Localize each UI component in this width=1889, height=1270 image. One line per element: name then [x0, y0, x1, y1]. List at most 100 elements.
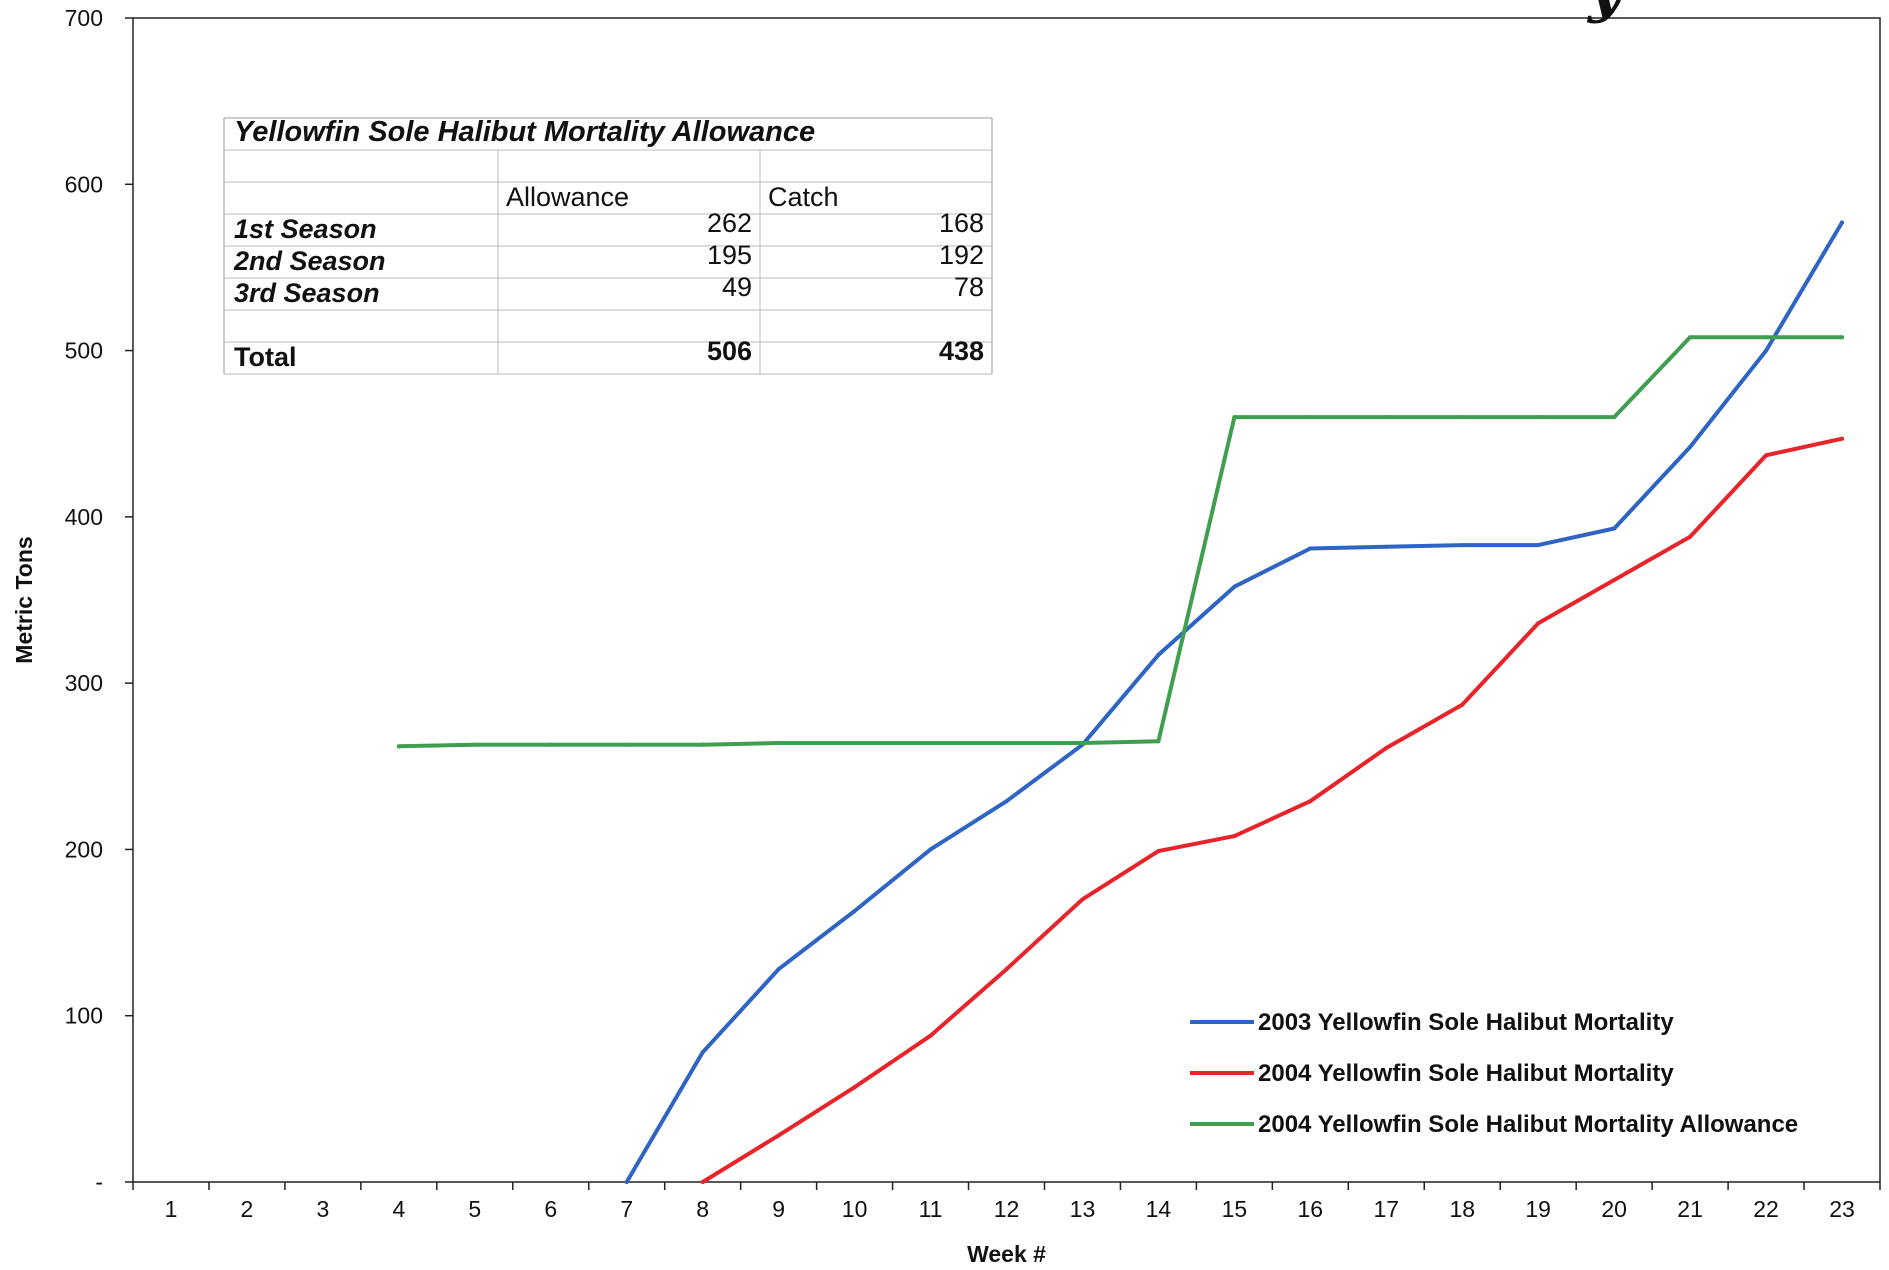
data-point-s2 — [1080, 897, 1085, 902]
x-tick-label: 21 — [1677, 1196, 1703, 1222]
x-tick-label: 2 — [241, 1196, 254, 1222]
series-line-2 — [700, 436, 1844, 1184]
data-point-s3 — [700, 742, 705, 747]
x-tick-label: 12 — [994, 1196, 1020, 1222]
data-point-s2 — [1460, 702, 1465, 707]
series-line-3 — [396, 335, 1844, 749]
data-point-s2 — [928, 1033, 933, 1038]
x-tick-label: 15 — [1222, 1196, 1248, 1222]
y-tick-label: 300 — [65, 670, 103, 696]
data-point-s2 — [776, 1133, 781, 1138]
table-cell-allowance: 49 — [722, 272, 752, 302]
data-point-s2 — [1384, 745, 1389, 750]
x-tick-label: 13 — [1070, 1196, 1096, 1222]
x-tick-label: 19 — [1525, 1196, 1551, 1222]
x-tick-label: 10 — [842, 1196, 868, 1222]
table-cell-catch: 78 — [954, 272, 984, 302]
data-point-s3 — [1384, 415, 1389, 420]
data-point-s2 — [852, 1085, 857, 1090]
data-point-s1 — [1384, 544, 1389, 549]
x-tick-label: 17 — [1373, 1196, 1399, 1222]
data-point-s1 — [776, 967, 781, 972]
x-tick-label: 9 — [772, 1196, 785, 1222]
y-tick-label: - — [95, 1169, 103, 1195]
data-point-s3 — [1080, 741, 1085, 746]
table-row-label: 3rd Season — [234, 278, 380, 308]
data-point-s1 — [852, 908, 857, 913]
y-tick-label: 700 — [65, 5, 103, 31]
data-point-s3 — [1232, 415, 1237, 420]
x-tick-label: 3 — [316, 1196, 329, 1222]
data-point-s1 — [1460, 543, 1465, 548]
data-point-s3 — [396, 744, 401, 749]
table-row-label: Total — [234, 342, 297, 372]
data-point-s2 — [1156, 849, 1161, 854]
legend-label-3: 2004 Yellowfin Sole Halibut Mortality Al… — [1258, 1111, 1798, 1138]
data-point-s2 — [1308, 799, 1313, 804]
y-tick-label: 500 — [65, 338, 103, 364]
x-tick-label: 20 — [1601, 1196, 1627, 1222]
legend-label-1: 2003 Yellowfin Sole Halibut Mortality — [1258, 1009, 1674, 1036]
data-point-s1 — [1688, 445, 1693, 450]
data-point-s1 — [1764, 348, 1769, 353]
data-point-s2 — [1688, 534, 1693, 539]
data-point-s1 — [1156, 652, 1161, 657]
table-header-allowance: Allowance — [506, 182, 629, 212]
table-cell-allowance: 506 — [707, 336, 752, 366]
data-point-s1 — [1004, 799, 1009, 804]
data-point-s1 — [1536, 543, 1541, 548]
data-point-s3 — [1688, 335, 1693, 340]
table-row-label: 1st Season — [234, 214, 377, 244]
table-cell-allowance: 262 — [707, 208, 752, 238]
data-point-s3 — [1840, 335, 1845, 340]
data-point-s3 — [1004, 741, 1009, 746]
plot-frame — [132, 17, 1881, 1183]
table-cell-catch: 438 — [939, 336, 984, 366]
data-point-s3 — [548, 742, 553, 747]
table-header-catch: Catch — [768, 182, 839, 212]
x-tick-label: 16 — [1298, 1196, 1324, 1222]
x-tick-label: 1 — [165, 1196, 178, 1222]
table-cell-catch: 192 — [939, 240, 984, 270]
y-axis-title: Metric Tons — [11, 536, 37, 663]
data-point-s2 — [1612, 578, 1617, 583]
table-cell-allowance: 195 — [707, 240, 752, 270]
data-point-s3 — [1308, 415, 1313, 420]
data-point-s1 — [1840, 220, 1845, 225]
data-point-s2 — [1232, 834, 1237, 839]
data-point-s3 — [1156, 739, 1161, 744]
data-point-s2 — [1004, 967, 1009, 972]
x-tick-label: 8 — [696, 1196, 709, 1222]
data-point-s2 — [700, 1180, 705, 1184]
x-tick-label: 23 — [1829, 1196, 1855, 1222]
x-tick-label: 4 — [392, 1196, 405, 1222]
table-cell-catch: 168 — [939, 208, 984, 238]
corner-glyph: y — [1586, 0, 1627, 25]
data-point-s3 — [1460, 415, 1465, 420]
x-tick-label: 22 — [1753, 1196, 1779, 1222]
data-point-s3 — [624, 742, 629, 747]
x-tick-label: 5 — [468, 1196, 481, 1222]
table-title: Yellowfin Sole Halibut Mortality Allowan… — [234, 116, 815, 148]
x-axis-title: Week # — [967, 1241, 1046, 1267]
data-point-s1 — [1308, 546, 1313, 551]
data-point-s1 — [928, 847, 933, 852]
y-tick-label: 600 — [65, 171, 103, 197]
y-tick-label: 100 — [65, 1003, 103, 1029]
x-tick-label: 14 — [1146, 1196, 1172, 1222]
x-tick-label: 18 — [1449, 1196, 1475, 1222]
data-point-s3 — [472, 742, 477, 747]
data-point-s3 — [1764, 335, 1769, 340]
data-point-s1 — [1612, 526, 1617, 531]
data-point-s3 — [1612, 415, 1617, 420]
data-point-s1 — [1232, 584, 1237, 589]
data-point-s3 — [1536, 415, 1541, 420]
data-point-s3 — [852, 741, 857, 746]
data-point-s2 — [1764, 453, 1769, 458]
data-point-s3 — [928, 741, 933, 746]
x-tick-label: 7 — [620, 1196, 633, 1222]
data-point-s2 — [1536, 621, 1541, 626]
legend-label-2: 2004 Yellowfin Sole Halibut Mortality — [1258, 1060, 1674, 1087]
x-tick-label: 11 — [919, 1196, 943, 1222]
